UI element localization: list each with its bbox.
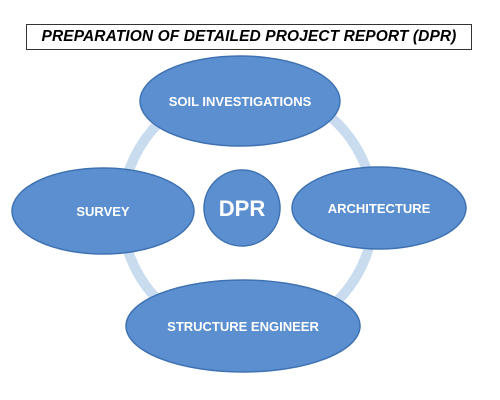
soil-investigations-ellipse [139,55,341,147]
dpr-center-circle [203,169,281,247]
architecture-ellipse [291,166,467,250]
survey-ellipse [11,167,195,255]
diagram-title: PREPARATION OF DETAILED PROJECT REPORT (… [41,28,457,45]
diagram-title-box: PREPARATION OF DETAILED PROJECT REPORT (… [26,24,472,50]
survey-label: SURVEY [76,204,130,219]
soil-investigations-label: SOIL INVESTIGATIONS [169,94,312,109]
dpr-center-label: DPR [219,196,266,221]
node-survey: SURVEY [11,167,195,255]
structure-engineer-label: STRUCTURE ENGINEER [167,319,319,334]
node-dpr-center: DPR [203,169,281,247]
node-architecture: ARCHITECTURE [291,166,467,250]
architecture-label: ARCHITECTURE [328,201,431,216]
node-soil-investigations: SOIL INVESTIGATIONS [139,55,341,147]
structure-engineer-ellipse [125,279,361,373]
node-structure-engineer: STRUCTURE ENGINEER [125,279,361,373]
